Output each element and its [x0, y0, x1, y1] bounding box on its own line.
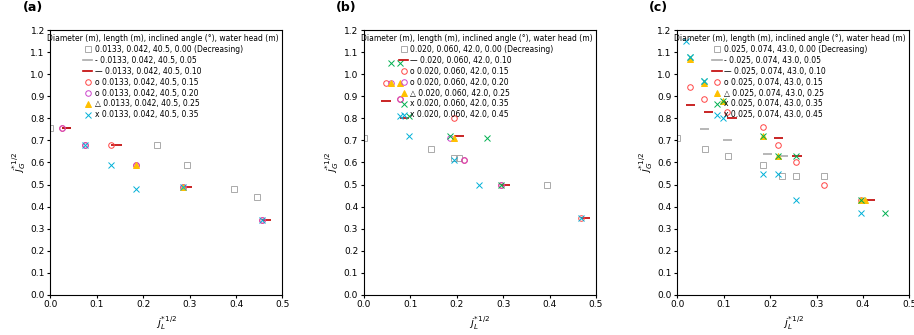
Text: (c): (c): [649, 1, 668, 14]
Legend: 0.025, 0.074, 43.0, 0.00 (Decreasing), - 0.025, 0.074, 43.0, 0.05, — 0.025, 0.07: 0.025, 0.074, 43.0, 0.00 (Decreasing), -…: [672, 32, 908, 122]
Text: (b): (b): [335, 1, 356, 14]
Y-axis label: $j_G^{*1/2}$: $j_G^{*1/2}$: [10, 152, 27, 173]
X-axis label: $j_L^{*1/2}$: $j_L^{*1/2}$: [469, 315, 491, 332]
Y-axis label: $j_G^{*1/2}$: $j_G^{*1/2}$: [637, 152, 654, 173]
X-axis label: $j_L^{*1/2}$: $j_L^{*1/2}$: [782, 315, 804, 332]
X-axis label: $j_L^{*1/2}$: $j_L^{*1/2}$: [155, 315, 177, 332]
Text: (a): (a): [23, 1, 43, 14]
Y-axis label: $j_G^{*1/2}$: $j_G^{*1/2}$: [324, 152, 341, 173]
Legend: 0.0133, 0.042, 40.5, 0.00 (Decreasing), - 0.0133, 0.042, 40.5, 0.05, — 0.0133, 0: 0.0133, 0.042, 40.5, 0.00 (Decreasing), …: [45, 32, 281, 122]
Legend: 0.020, 0.060, 42.0, 0.00 (Decreasing), — 0.020, 0.060, 42.0, 0.10, o 0.020, 0.06: 0.020, 0.060, 42.0, 0.00 (Decreasing), —…: [358, 32, 594, 122]
